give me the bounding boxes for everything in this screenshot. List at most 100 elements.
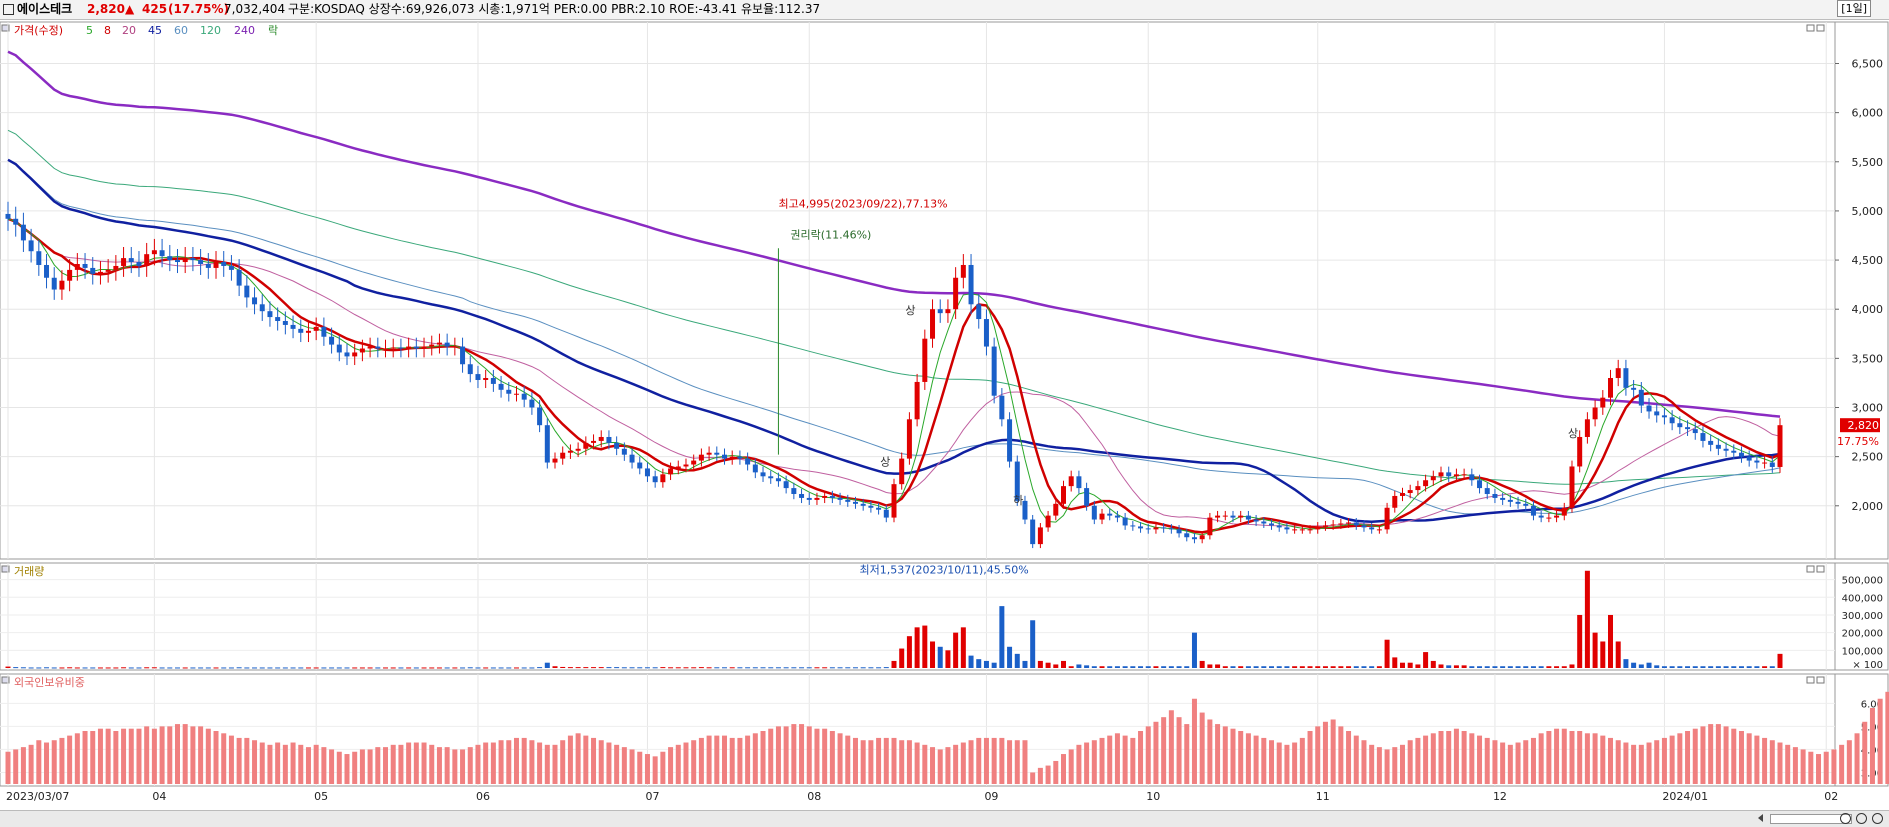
volume-bar: [1731, 666, 1737, 668]
candle-body: [467, 364, 473, 375]
candle-body: [1677, 423, 1683, 428]
candle-body: [1461, 474, 1467, 476]
foreign-bar: [1114, 733, 1120, 784]
volume-bar: [1369, 666, 1375, 668]
candle-body: [1453, 474, 1459, 477]
candle-body: [1762, 462, 1768, 464]
stock-name[interactable]: 에이스테크: [17, 2, 73, 16]
up-arrow-icon: ▲: [125, 2, 135, 16]
volume-bar: [983, 660, 989, 668]
foreign-bar: [1107, 735, 1113, 784]
pane-1-toggle-icon[interactable]: [1, 24, 10, 32]
foreign-bar: [1715, 724, 1721, 784]
price-tick-label: 4,500: [1852, 254, 1884, 267]
x-tick-label: 04: [152, 790, 166, 803]
scroll-thumb[interactable]: [1770, 814, 1852, 824]
volume-bar: [606, 667, 612, 669]
zoom-in-icon[interactable]: [1840, 813, 1851, 824]
candle-body: [799, 493, 805, 498]
candle-body: [1600, 397, 1606, 408]
candle-body: [460, 346, 466, 365]
pane-2-maximize-icon[interactable]: [1806, 565, 1815, 573]
candle-body: [290, 324, 296, 329]
upper-limit-mark: 상: [1568, 427, 1578, 440]
foreign-bar: [221, 733, 227, 784]
candle-body: [637, 462, 643, 469]
candle-body: [1037, 527, 1043, 545]
legend-extra: 락: [268, 24, 278, 37]
foreign-bar: [1161, 717, 1167, 784]
foreign-bar: [1122, 735, 1128, 784]
foreign-bar: [1145, 726, 1151, 784]
volume-bar: [799, 667, 805, 669]
foreign-bar: [452, 749, 458, 784]
foreign-bar: [1600, 735, 1606, 784]
legend-ma-45: 45: [148, 24, 162, 37]
foreign-bar: [1415, 737, 1421, 784]
candle-body: [1446, 472, 1452, 477]
pane-3-maximize-icon[interactable]: [1806, 676, 1815, 684]
volume-bar: [883, 667, 889, 669]
volume-bar: [737, 667, 743, 669]
candle-body: [1692, 429, 1698, 434]
candle-body: [960, 264, 966, 278]
candle-body: [1708, 440, 1714, 445]
candle-body: [1492, 493, 1498, 498]
volume-bar: [876, 667, 882, 669]
volume-bar: [1107, 666, 1113, 668]
foreign-bar: [228, 735, 234, 784]
foreign-bar: [1692, 728, 1698, 784]
foreign-legend: 외국인보유비중: [14, 676, 85, 689]
foreign-bar: [1453, 728, 1459, 784]
foreign-bar: [521, 737, 527, 784]
volume-bar: [1330, 666, 1336, 668]
volume-bar: [105, 667, 111, 669]
volume-bar: [783, 667, 789, 669]
foreign-bar: [1130, 737, 1136, 784]
candle-body: [629, 454, 635, 463]
candle-body: [1245, 515, 1251, 520]
foreign-bar: [5, 751, 11, 784]
x-tick-label: 08: [807, 790, 821, 803]
bottom-scrollbar[interactable]: [0, 810, 1889, 827]
volume-bar: [182, 667, 188, 669]
pane-2-close-icon[interactable]: [1816, 565, 1825, 573]
foreign-bar: [737, 737, 743, 784]
volume-bar: [1700, 666, 1706, 668]
volume-bar: [922, 625, 928, 668]
candle-body: [1399, 493, 1405, 496]
foreign-bar: [128, 728, 134, 784]
foreign-bar: [174, 724, 180, 784]
zoom-reset-icon[interactable]: [1872, 813, 1883, 824]
foreign-bar: [683, 742, 689, 784]
volume-bar: [421, 667, 427, 669]
volume-bar: [1600, 641, 1606, 668]
foreign-bar: [90, 731, 96, 784]
volume-bar: [960, 627, 966, 668]
pane-1-maximize-icon[interactable]: [1806, 24, 1815, 32]
candle-body: [1376, 529, 1382, 531]
candle-body: [1222, 515, 1228, 517]
foreign-bar: [290, 742, 296, 784]
stock-chart[interactable]: 2,000 2,500 3,000 3,500 4,000 4,500 5,000 5,500…: [0, 20, 1889, 810]
foreign-bar: [629, 749, 635, 784]
candle-body: [1184, 533, 1190, 538]
scroll-left-arrow[interactable]: [1758, 814, 1763, 822]
volume-bar: [567, 667, 573, 669]
menu-box-icon[interactable]: [3, 4, 14, 15]
stock-info: 구분:KOSDAQ 상장수:69,926,073 시총:1,971억 PER:0…: [288, 2, 821, 16]
candle-body: [745, 458, 751, 465]
volume-bar: [198, 667, 204, 669]
candle-body: [1392, 495, 1398, 508]
pane-3-close-icon[interactable]: [1816, 676, 1825, 684]
candle-body: [413, 346, 419, 349]
foreign-bar: [1484, 737, 1490, 784]
volume-bar: [1469, 666, 1475, 668]
pane-2-toggle-icon[interactable]: [1, 565, 10, 573]
candle-body: [883, 509, 889, 518]
pane-3-toggle-icon[interactable]: [1, 676, 10, 684]
pane-1-close-icon[interactable]: [1816, 24, 1825, 32]
period-button[interactable]: [1일]: [1837, 0, 1871, 17]
candle-body: [845, 499, 851, 502]
zoom-out-icon[interactable]: [1856, 813, 1867, 824]
